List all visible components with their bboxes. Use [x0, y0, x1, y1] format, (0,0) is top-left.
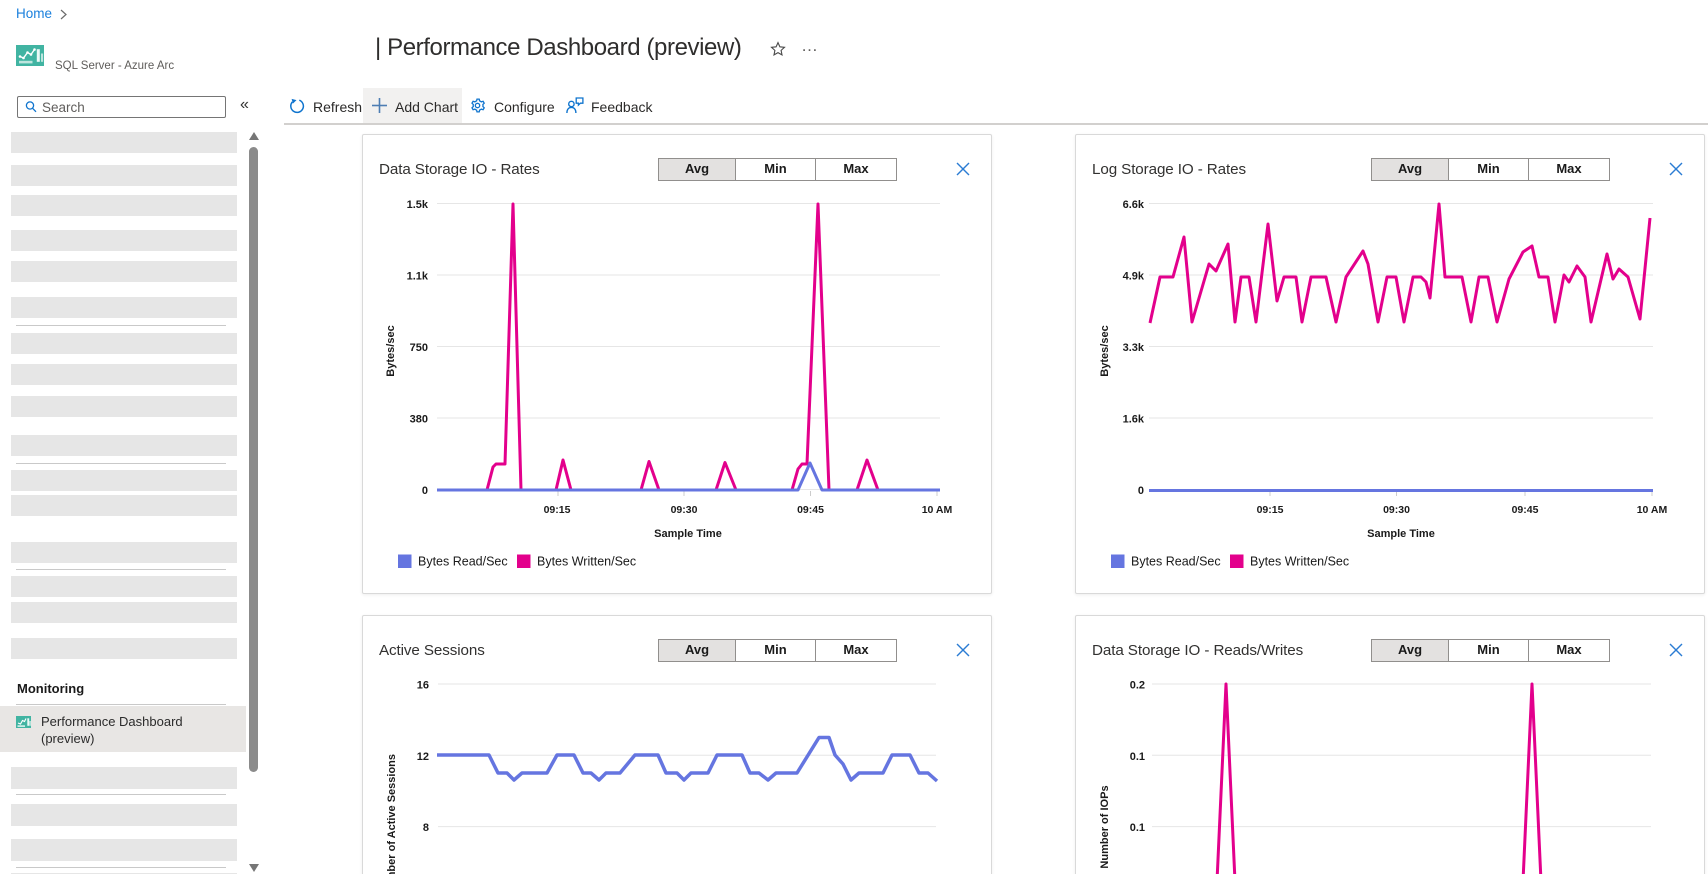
svg-text:Bytes/sec: Bytes/sec [1099, 325, 1111, 376]
svg-text:16: 16 [417, 680, 429, 692]
svg-text:1.6k: 1.6k [1123, 414, 1145, 426]
svg-text:0.2: 0.2 [1130, 680, 1145, 692]
svg-text:10 AM: 10 AM [922, 504, 953, 516]
svg-text:3.3k: 3.3k [1123, 342, 1145, 354]
svg-text:10 AM: 10 AM [1637, 504, 1668, 516]
svg-text:4.9k: 4.9k [1123, 271, 1145, 283]
svg-text:09:15: 09:15 [544, 504, 571, 516]
svg-text:09:15: 09:15 [1257, 504, 1284, 516]
svg-text:Number of Active Sessions: Number of Active Sessions [386, 754, 398, 874]
svg-text:1.1k: 1.1k [407, 271, 429, 283]
svg-text:1.5k: 1.5k [407, 199, 429, 211]
svg-text:6.6k: 6.6k [1123, 199, 1145, 211]
svg-text:09:45: 09:45 [797, 504, 824, 516]
svg-text:09:30: 09:30 [1383, 504, 1410, 516]
svg-text:Bytes Written/Sec: Bytes Written/Sec [537, 555, 636, 569]
svg-text:09:30: 09:30 [671, 504, 698, 516]
svg-text:12: 12 [417, 751, 429, 763]
svg-text:380: 380 [410, 414, 428, 426]
svg-text:750: 750 [410, 342, 428, 354]
svg-text:09:45: 09:45 [1512, 504, 1539, 516]
svg-text:0.1: 0.1 [1130, 751, 1145, 763]
svg-text:0.1: 0.1 [1130, 822, 1145, 834]
svg-text:Sample Time: Sample Time [654, 528, 722, 540]
svg-text:Bytes Read/Sec: Bytes Read/Sec [1131, 555, 1221, 569]
svg-text:Number of IOPs: Number of IOPs [1099, 785, 1111, 868]
svg-text:Bytes Written/Sec: Bytes Written/Sec [1250, 555, 1349, 569]
svg-text:Bytes/sec: Bytes/sec [385, 325, 397, 376]
svg-text:Bytes Read/Sec: Bytes Read/Sec [418, 555, 508, 569]
svg-text:0: 0 [1138, 485, 1144, 497]
svg-text:0: 0 [422, 485, 428, 497]
svg-text:8: 8 [423, 822, 429, 834]
svg-text:Sample Time: Sample Time [1367, 528, 1435, 540]
